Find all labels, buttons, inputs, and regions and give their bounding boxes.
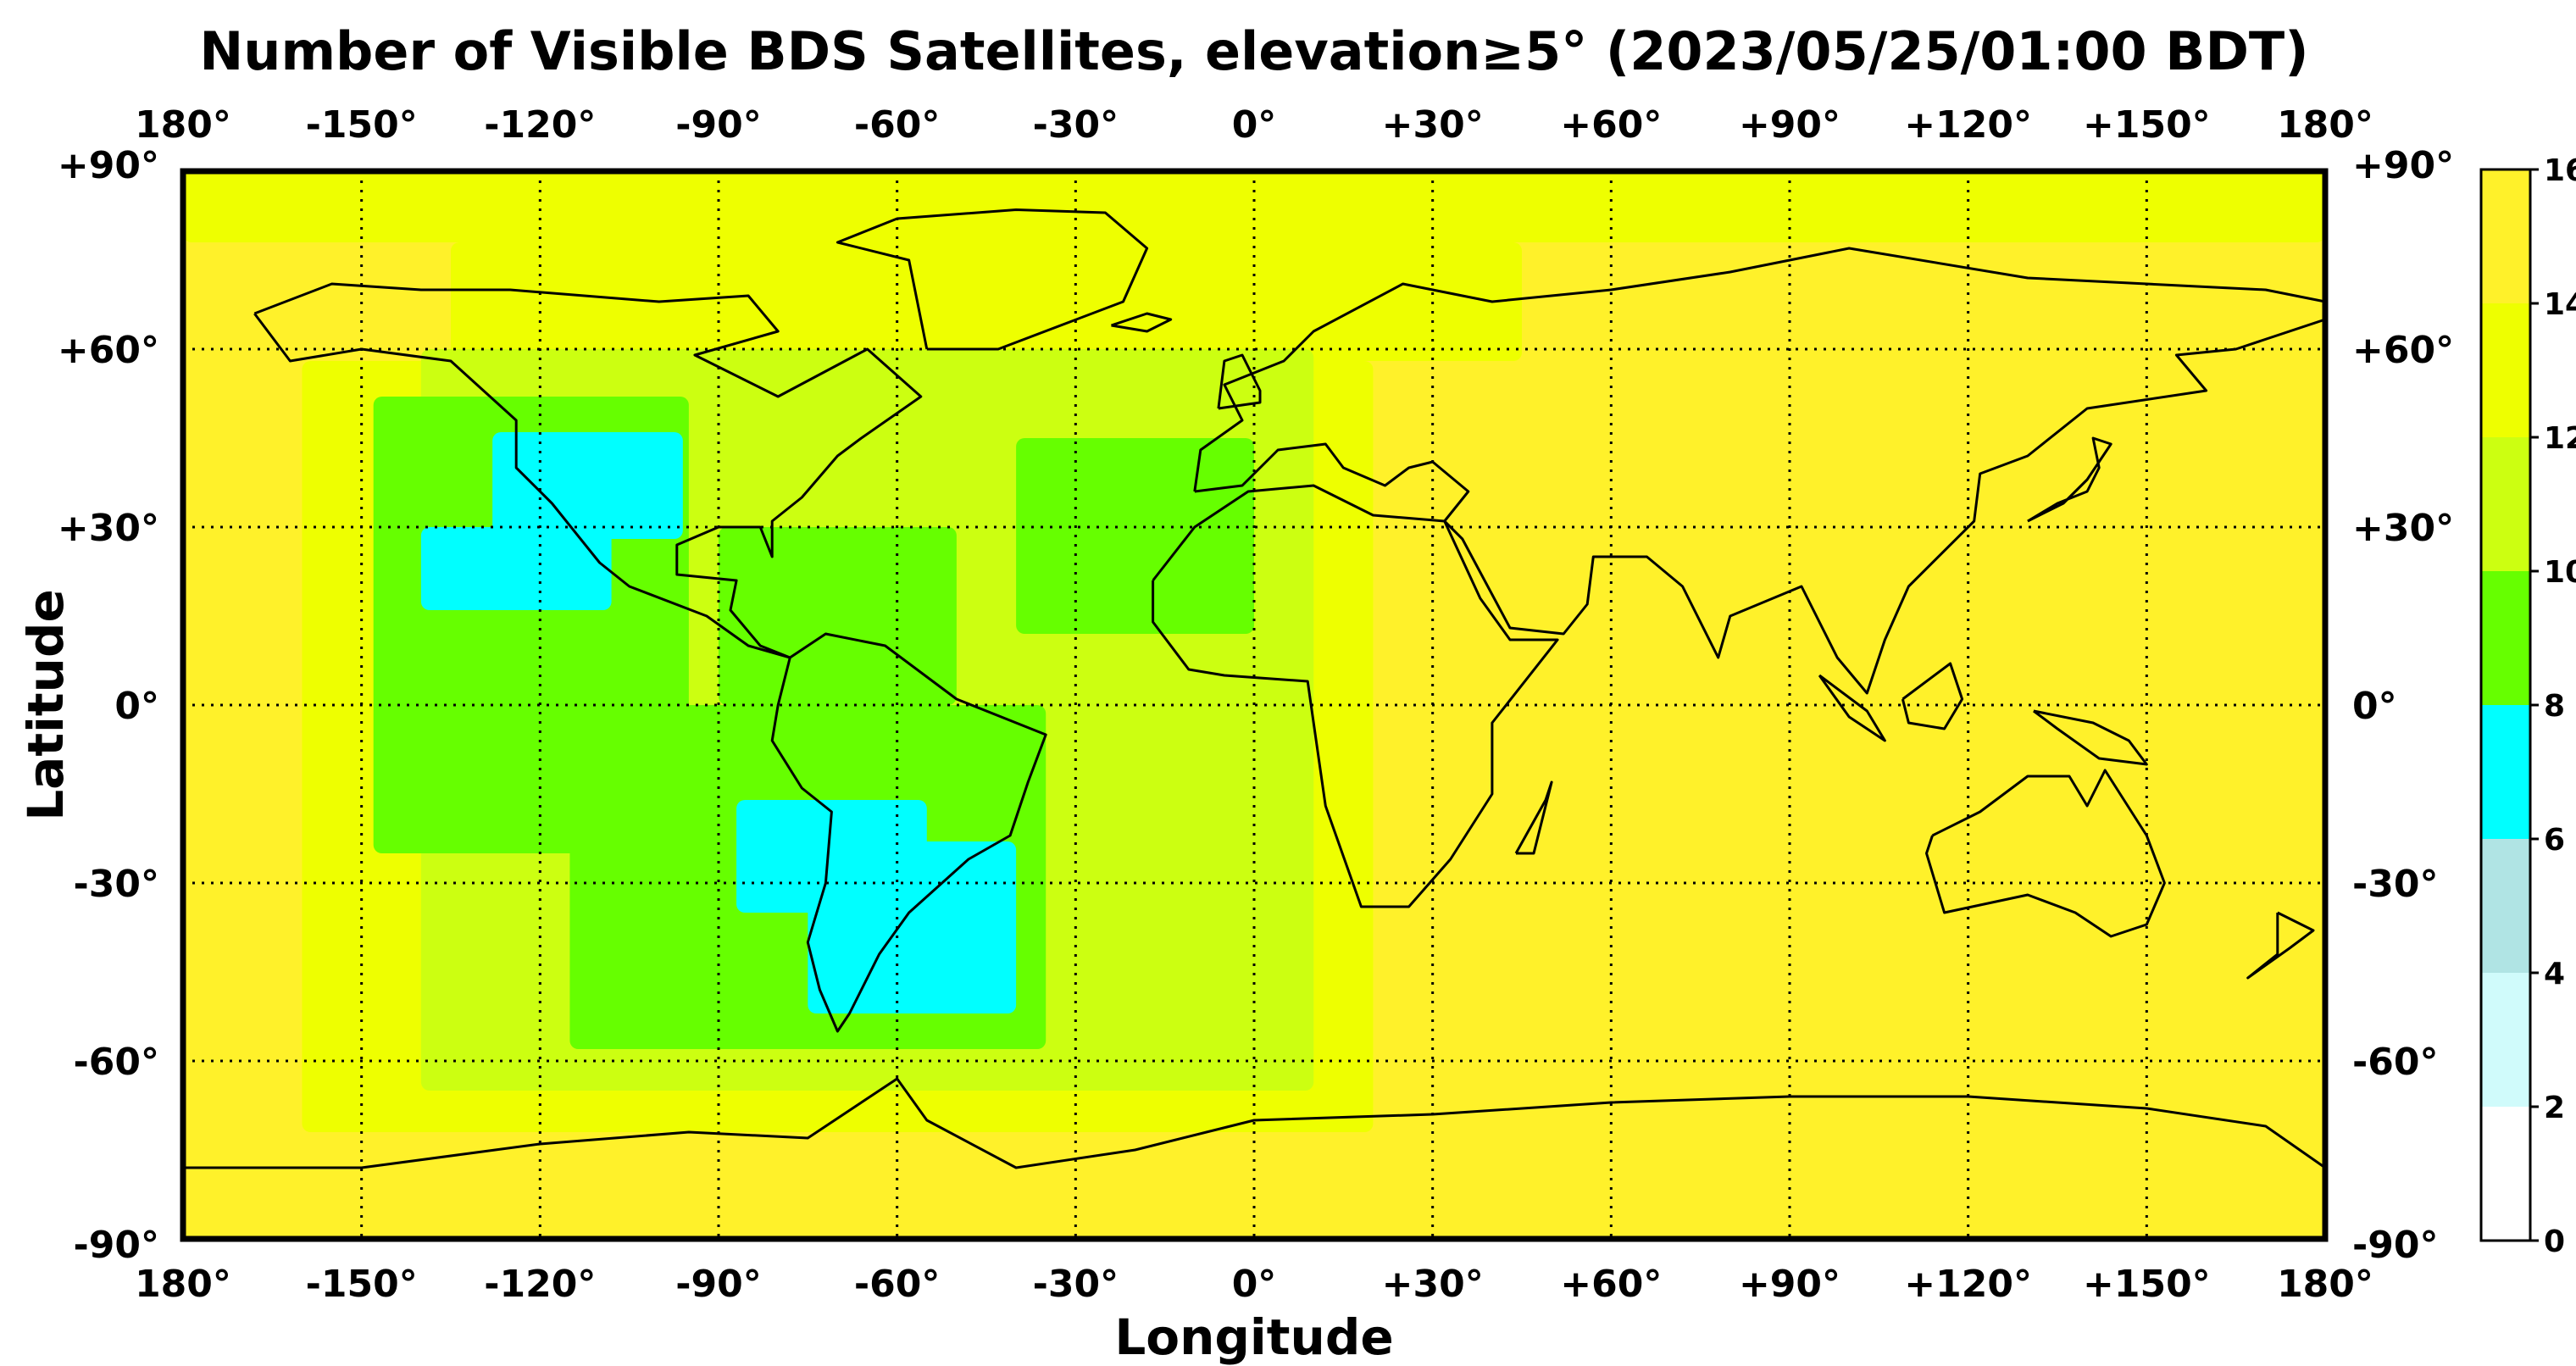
x-tick-bottom-11: +150° bbox=[2083, 1263, 2211, 1306]
x-tick-bottom-7: +30° bbox=[1382, 1263, 1484, 1306]
x-tick-top-3: -90° bbox=[675, 103, 762, 147]
x-tick-bottom-12: 180° bbox=[2277, 1263, 2373, 1306]
y-tick-left-5: -60° bbox=[74, 1041, 160, 1084]
colorbar-band-1 bbox=[2481, 973, 2530, 1107]
y-tick-left-3: 0° bbox=[114, 685, 159, 728]
heat-region-6 bbox=[719, 527, 957, 705]
x-tick-top-4: -60° bbox=[854, 103, 941, 147]
colorbar-band-0 bbox=[2481, 1107, 2530, 1241]
coastline-2 bbox=[836, 208, 1149, 351]
colorbar-band-6 bbox=[2481, 303, 2530, 437]
colorbar-band-7 bbox=[2481, 169, 2530, 303]
x-tick-top-6: 0° bbox=[1232, 103, 1277, 147]
colorbar-label-7: 14 bbox=[2544, 287, 2576, 322]
y-tick-left-2: +30° bbox=[58, 507, 159, 550]
x-tick-top-1: -150° bbox=[306, 103, 418, 147]
coastline-3 bbox=[1193, 247, 2327, 695]
coastline-8 bbox=[2027, 436, 2112, 523]
y-tick-left-4: -30° bbox=[74, 863, 160, 906]
x-tick-bottom-1: -150° bbox=[306, 1263, 418, 1306]
x-tick-top-0: 180° bbox=[135, 103, 231, 147]
colorbar-label-8: 16 bbox=[2544, 153, 2576, 188]
coastline-5 bbox=[1925, 769, 2166, 938]
coastline-14 bbox=[1111, 312, 1173, 333]
coastline-1 bbox=[770, 632, 1047, 1033]
y-tick-right-1: +60° bbox=[2352, 329, 2454, 372]
coastline-6 bbox=[183, 1077, 2326, 1169]
x-axis-label: Longitude bbox=[1114, 1308, 1393, 1366]
x-tick-bottom-10: +120° bbox=[1904, 1263, 2032, 1306]
coastline-12 bbox=[2246, 911, 2315, 980]
y-tick-labels-left: +90° +60° +30° 0° -30° -60° -90° bbox=[58, 144, 159, 1267]
x-tick-bottom-2: -120° bbox=[484, 1263, 596, 1306]
y-tick-left-1: +60° bbox=[58, 329, 159, 372]
heat-region-0 bbox=[183, 171, 2325, 242]
colorbar-label-3: 6 bbox=[2544, 823, 2565, 858]
heat-region-1 bbox=[451, 242, 1522, 361]
x-tick-bottom-8: +60° bbox=[1560, 1263, 1662, 1306]
x-tick-top-9: +90° bbox=[1739, 103, 1840, 147]
coastline-9 bbox=[1818, 674, 1886, 742]
map-frame bbox=[180, 168, 2329, 1242]
coastline-13 bbox=[1514, 780, 1553, 855]
colorbar-label-1: 2 bbox=[2544, 1091, 2565, 1125]
colorbar-band-3 bbox=[2481, 705, 2530, 839]
y-tick-right-0: +90° bbox=[2352, 144, 2454, 187]
x-tick-bottom-6: 0° bbox=[1232, 1263, 1277, 1306]
x-tick-bottom-9: +90° bbox=[1739, 1263, 1840, 1306]
x-tick-top-5: -30° bbox=[1033, 103, 1119, 147]
coastlines bbox=[183, 208, 2327, 1169]
y-tick-labels-right: +90° +60° +30° 0° -30° -60° -90° bbox=[2352, 144, 2454, 1267]
colorbar-band-5 bbox=[2481, 437, 2530, 571]
colorbar-band-4 bbox=[2481, 571, 2530, 705]
x-tick-top-11: +150° bbox=[2083, 103, 2211, 147]
colorbar-label-6: 12 bbox=[2544, 421, 2576, 456]
heat-region-7 bbox=[1016, 438, 1254, 634]
colorbar-band-2 bbox=[2481, 839, 2530, 973]
x-tick-top-2: -120° bbox=[484, 103, 596, 147]
coastline-4 bbox=[1152, 484, 1559, 908]
x-tick-bottom-0: 180° bbox=[135, 1263, 231, 1306]
y-tick-right-4: -30° bbox=[2352, 863, 2439, 906]
heat-region-11 bbox=[808, 841, 1017, 1013]
y-tick-right-2: +30° bbox=[2352, 507, 2454, 550]
x-tick-top-10: +120° bbox=[1904, 103, 2032, 147]
colorbar-label-0: 0 bbox=[2544, 1224, 2565, 1259]
colorbar: 0 2 4 6 8 10 12 14 16 bbox=[2479, 153, 2576, 1259]
x-tick-labels-top: 180° -150° -120° -90° -60° -30° 0° +30° +60° +90°… bbox=[135, 103, 2373, 147]
x-tick-bottom-4: -60° bbox=[854, 1263, 941, 1306]
coastline-10 bbox=[1901, 662, 1964, 730]
x-tick-labels-bottom: 180° -150° -120° -90° -60° -30° 0° +30° +60° +90°… bbox=[135, 1263, 2373, 1306]
y-tick-right-3: 0° bbox=[2352, 685, 2397, 728]
x-tick-top-8: +60° bbox=[1560, 103, 1662, 147]
colorbar-label-5: 10 bbox=[2544, 555, 2576, 590]
coastline-11 bbox=[2033, 709, 2148, 766]
coastline-7 bbox=[1217, 353, 1262, 410]
x-tick-top-12: 180° bbox=[2277, 103, 2373, 147]
x-tick-bottom-5: -30° bbox=[1033, 1263, 1119, 1306]
x-tick-bottom-3: -90° bbox=[675, 1263, 762, 1306]
y-tick-right-6: -90° bbox=[2352, 1224, 2439, 1267]
chart-title: Number of Visible BDS Satellites, elevat… bbox=[199, 20, 2308, 82]
y-tick-left-6: -90° bbox=[74, 1224, 160, 1267]
x-tick-top-7: +30° bbox=[1382, 103, 1484, 147]
colorbar-label-4: 8 bbox=[2544, 689, 2565, 724]
colorbar-label-2: 4 bbox=[2544, 957, 2565, 991]
heat-region-8 bbox=[420, 527, 612, 610]
y-tick-left-0: +90° bbox=[58, 144, 159, 187]
heat-region-9 bbox=[492, 432, 683, 539]
y-tick-right-5: -60° bbox=[2352, 1041, 2439, 1084]
y-axis-label: Latitude bbox=[17, 589, 75, 821]
gridlines bbox=[183, 171, 2325, 1239]
